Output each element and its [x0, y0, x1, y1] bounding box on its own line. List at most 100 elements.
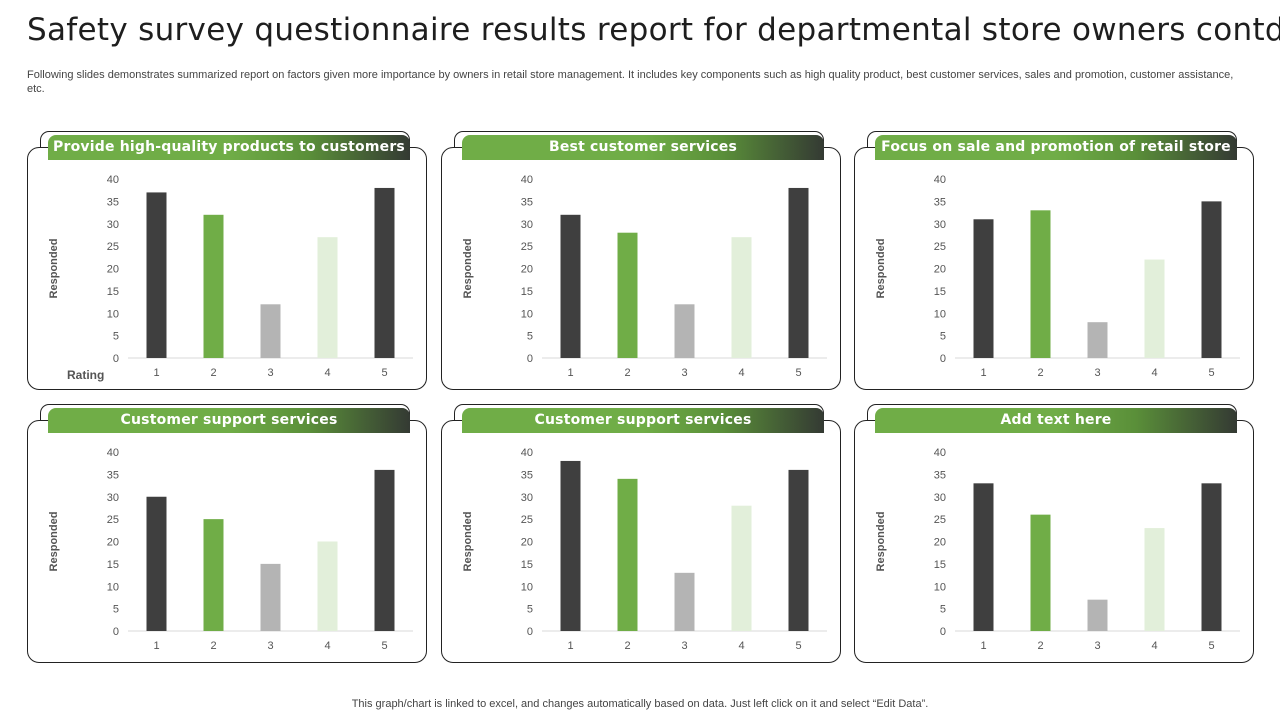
y-tick-label: 35	[107, 196, 119, 208]
bar	[1030, 514, 1051, 631]
y-tick-label: 40	[107, 174, 119, 186]
bar	[560, 214, 581, 358]
y-tick-label: 10	[934, 581, 946, 593]
bar	[317, 237, 338, 358]
x-tick-label: 2	[624, 367, 630, 379]
chart-panel-4[interactable]: Customer support services 0 5 10 15 20 25 30 35…	[27, 404, 427, 663]
bar	[1144, 259, 1165, 358]
x-tick-label: 5	[1208, 640, 1214, 652]
x-tick-label: 3	[1094, 367, 1100, 379]
x-tick-label: 5	[795, 367, 801, 379]
x-tick-label: 2	[210, 367, 216, 379]
x-tick-label: 1	[980, 367, 986, 379]
y-tick-label: 5	[527, 604, 533, 616]
chart-title: Best customer services	[462, 135, 824, 160]
page-title: Safety survey questionnaire results repo…	[27, 12, 1280, 48]
bar	[674, 304, 695, 358]
bar	[973, 483, 994, 631]
x-tick-label: 3	[1094, 640, 1100, 652]
y-tick-label: 0	[527, 626, 533, 638]
y-tick-label: 30	[934, 492, 946, 504]
bar-chart[interactable]: 0 5 10 15 20 25 30 35 40 1 2 3 4 5 Responded	[854, 161, 1254, 391]
bar	[674, 572, 695, 631]
x-tick-label: 3	[267, 367, 273, 379]
y-tick-label: 40	[934, 174, 946, 186]
bar-chart[interactable]: 0 5 10 15 20 25 30 35 40 1 2 3 4 5 Responded	[854, 434, 1254, 664]
y-tick-label: 25	[521, 241, 533, 253]
y-tick-label: 30	[107, 219, 119, 231]
y-tick-label: 20	[521, 537, 533, 549]
bar	[1201, 201, 1222, 358]
y-tick-label: 30	[521, 219, 533, 231]
x-tick-label: 1	[153, 640, 159, 652]
y-tick-label: 40	[934, 447, 946, 459]
x-tick-label: 2	[1037, 640, 1043, 652]
x-tick-label: 3	[681, 640, 687, 652]
y-tick-label: 10	[521, 308, 533, 320]
chart-panel-5[interactable]: Customer support services 0 5 10 15 20 25 30 35…	[441, 404, 841, 663]
chart-panel-3[interactable]: Focus on sale and promotion of retail st…	[854, 131, 1254, 390]
bar	[203, 214, 224, 358]
bar	[1201, 483, 1222, 631]
y-tick-label: 25	[107, 241, 119, 253]
y-tick-label: 5	[940, 604, 946, 616]
bar	[146, 192, 167, 358]
bar-chart[interactable]: 0 5 10 15 20 25 30 35 40 1 2 3 4 5 Responded	[441, 434, 841, 664]
x-tick-label: 5	[795, 640, 801, 652]
x-tick-label: 3	[681, 367, 687, 379]
bar	[374, 187, 395, 358]
bar	[1030, 210, 1051, 358]
bar	[374, 469, 395, 631]
y-axis-title: Responded	[48, 512, 60, 572]
y-tick-label: 15	[107, 286, 119, 298]
y-tick-label: 30	[107, 492, 119, 504]
x-axis-title: Rating	[67, 368, 104, 382]
chart-title: Focus on sale and promotion of retail st…	[875, 135, 1237, 160]
y-tick-label: 35	[934, 469, 946, 481]
chart-panel-1[interactable]: Provide high-quality products to custome…	[27, 131, 427, 390]
x-tick-label: 2	[210, 640, 216, 652]
bar	[731, 237, 752, 358]
y-tick-label: 40	[521, 447, 533, 459]
bar	[560, 460, 581, 631]
x-tick-label: 4	[324, 640, 330, 652]
y-tick-label: 40	[107, 447, 119, 459]
y-tick-label: 25	[521, 514, 533, 526]
bar	[973, 219, 994, 358]
y-tick-label: 35	[934, 196, 946, 208]
chart-title: Customer support services	[462, 408, 824, 433]
y-tick-label: 10	[107, 581, 119, 593]
x-tick-label: 5	[381, 640, 387, 652]
y-axis-title: Responded	[875, 512, 887, 572]
y-tick-label: 5	[940, 331, 946, 343]
bar	[317, 541, 338, 631]
y-tick-label: 25	[934, 514, 946, 526]
y-tick-label: 0	[940, 353, 946, 365]
y-tick-label: 20	[107, 537, 119, 549]
panel-frame	[854, 420, 1254, 663]
bar	[1087, 322, 1108, 358]
x-tick-label: 1	[980, 640, 986, 652]
y-tick-label: 20	[934, 537, 946, 549]
chart-panel-2[interactable]: Best customer services 0 5 10 15 20 25 30 35 40 1…	[441, 131, 841, 390]
y-axis-title: Responded	[462, 239, 474, 299]
x-tick-label: 1	[567, 640, 573, 652]
x-tick-label: 3	[267, 640, 273, 652]
bar-chart[interactable]: 0 5 10 15 20 25 30 35 40 1 2 3 4 5 Responded	[441, 161, 841, 391]
y-tick-label: 35	[521, 469, 533, 481]
y-tick-label: 35	[521, 196, 533, 208]
y-tick-label: 30	[521, 492, 533, 504]
x-tick-label: 4	[738, 367, 744, 379]
y-tick-label: 5	[113, 331, 119, 343]
bar-chart[interactable]: 0 5 10 15 20 25 30 35 40 1 2 3 4 5 Responded	[27, 434, 427, 664]
chart-panel-6[interactable]: Add text here 0 5 10 15 20 25 30 35 40 1 2 3 4 5 Respo…	[854, 404, 1254, 663]
y-tick-label: 40	[521, 174, 533, 186]
panel-frame	[27, 147, 427, 390]
x-tick-label: 5	[1208, 367, 1214, 379]
chart-title: Add text here	[875, 408, 1237, 433]
bar	[788, 187, 809, 358]
bar-chart[interactable]: 0 5 10 15 20 25 30 35 40 1 2 3 4 5 Responded Rating	[27, 161, 427, 391]
y-tick-label: 15	[521, 559, 533, 571]
x-tick-label: 1	[567, 367, 573, 379]
bar	[260, 304, 281, 358]
